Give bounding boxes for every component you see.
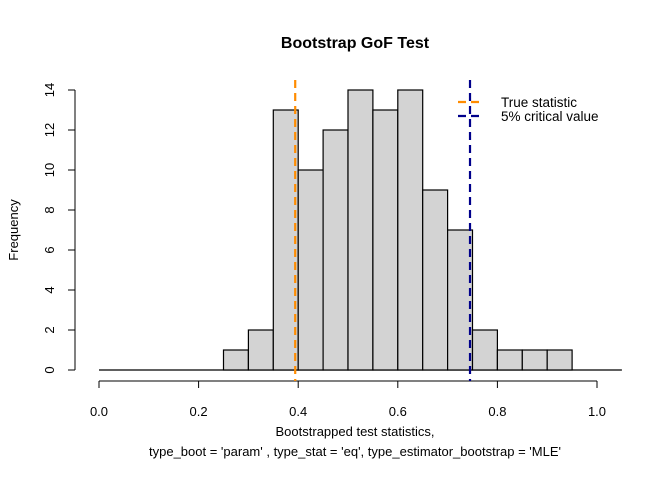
x-tick-label: 0.6 — [389, 404, 407, 419]
x-axis-label-line1: Bootstrapped test statistics, — [276, 424, 435, 439]
histogram-bar — [496, 349, 523, 371]
histogram-bar — [322, 129, 349, 371]
histogram-bar — [397, 89, 424, 371]
histogram-bar — [297, 169, 324, 371]
x-tick-label: 0.8 — [488, 404, 506, 419]
y-tick-label: 4 — [42, 286, 57, 293]
y-tick-label: 10 — [42, 163, 57, 177]
y-tick-label: 14 — [42, 83, 57, 97]
histogram-bar — [422, 189, 449, 371]
y-tick-label: 6 — [42, 246, 57, 253]
histogram-bar — [372, 109, 399, 371]
x-tick-label: 1.0 — [588, 404, 606, 419]
x-tick-label: 0.4 — [289, 404, 307, 419]
histogram-bar — [447, 229, 474, 371]
legend-label: True statistic — [501, 95, 577, 110]
x-tick-label: 0.0 — [90, 404, 108, 419]
y-tick-label: 8 — [42, 206, 57, 213]
histogram-bar — [222, 349, 249, 371]
histogram-bar — [347, 89, 374, 371]
histogram-bar — [521, 349, 548, 371]
legend-label: 5% critical value — [501, 109, 599, 124]
y-tick-label: 0 — [42, 366, 57, 373]
x-axis-label-line2: type_boot = 'param' , type_stat = 'eq', … — [149, 444, 561, 459]
chart-title: Bootstrap GoF Test — [281, 35, 430, 52]
y-axis-label: Frequency — [6, 199, 21, 261]
y-tick-label: 12 — [42, 123, 57, 137]
histogram-bar — [247, 329, 274, 371]
y-tick-label: 2 — [42, 326, 57, 333]
histogram-bar — [546, 349, 573, 371]
x-tick-label: 0.2 — [190, 404, 208, 419]
histogram-bar — [471, 329, 498, 371]
